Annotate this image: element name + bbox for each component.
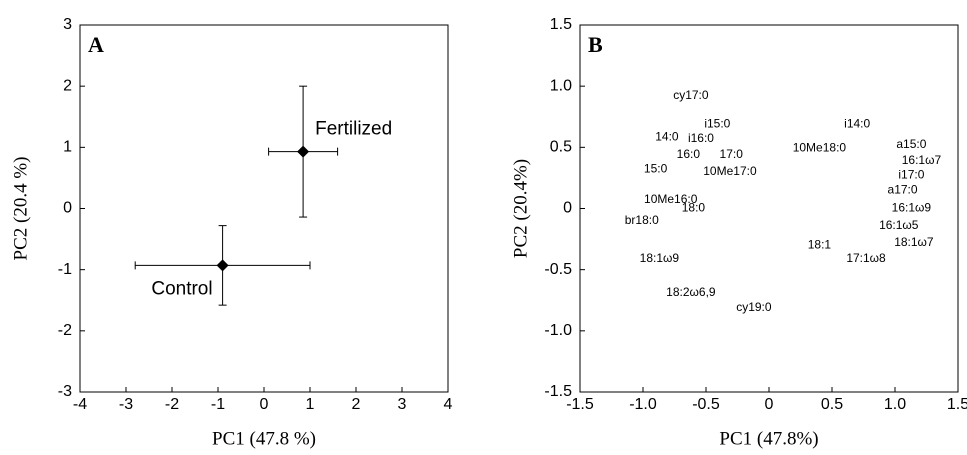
point-label: 17:1ω8: [846, 251, 886, 265]
x-tick-label: -0.5: [692, 396, 720, 413]
y-tick-label: 3: [63, 16, 72, 33]
point-label: a17:0: [888, 182, 918, 196]
point-marker: [297, 145, 310, 158]
x-tick-label: 1: [306, 396, 315, 413]
point-label: 10Me17:0: [703, 164, 757, 178]
point-marker: [216, 259, 229, 272]
y-tick-label: 1: [63, 139, 72, 156]
y-tick-label: -2: [58, 322, 72, 339]
x-tick-label: 1.0: [884, 396, 906, 413]
point-label: i15:0: [704, 116, 730, 130]
point-label: 16:1ω7: [902, 153, 942, 167]
point-label: 18:1: [808, 237, 832, 251]
point-label: 10Me18:0: [793, 141, 847, 155]
point-label: 18:1ω9: [640, 251, 680, 265]
point-label: 15:0: [644, 162, 668, 176]
point-label: i14:0: [844, 116, 870, 130]
y-tick-label: -1.5: [544, 383, 572, 400]
point-label: 16:1ω5: [879, 218, 919, 232]
x-tick-label: -4: [73, 396, 87, 413]
x-tick-label: 0.5: [821, 396, 843, 413]
y-tick-label: 1.0: [550, 77, 572, 94]
y-tick-label: -1: [58, 261, 72, 278]
point-label: br18:0: [625, 213, 659, 227]
y-tick-label: 0: [563, 200, 572, 217]
x-tick-label: -1.0: [629, 396, 657, 413]
y-tick-label: 0.5: [550, 139, 572, 156]
point-label: 16:1ω9: [892, 201, 932, 215]
point-label: cy19:0: [736, 300, 772, 314]
y-tick-label: 2: [63, 77, 72, 94]
series-label: Control: [151, 278, 212, 299]
x-tick-label: 0: [260, 396, 269, 413]
y-axis-title: PC2 (20.4 %): [10, 157, 31, 261]
y-tick-label: 1.5: [550, 16, 572, 33]
y-tick-label: -1.0: [544, 322, 572, 339]
plot-frame: [79, 24, 449, 393]
series-label: Fertilized: [315, 119, 392, 140]
x-tick-label: 1.5: [947, 396, 967, 413]
point-label: 18:2ω6,9: [666, 285, 716, 299]
x-tick-label: 0: [765, 396, 774, 413]
x-axis-title: PC1 (47.8 %): [212, 428, 316, 449]
x-tick-label: 4: [444, 396, 453, 413]
panel-label: B: [588, 32, 603, 57]
x-tick-label: -1: [211, 396, 225, 413]
point-label: 18:1ω7: [894, 235, 934, 249]
x-tick-label: -2: [165, 396, 179, 413]
panel-label: A: [88, 32, 104, 57]
y-tick-label: -0.5: [544, 261, 572, 278]
x-tick-label: 2: [352, 396, 361, 413]
point-label: 10Me16:0: [644, 192, 698, 206]
y-tick-label: -3: [58, 383, 72, 400]
x-axis-title: PC1 (47.8%): [719, 428, 818, 449]
point-label: 17:0: [720, 147, 744, 161]
point-label: 18:0: [682, 201, 706, 215]
y-tick-label: 0: [63, 200, 72, 217]
point-label: i17:0: [898, 168, 924, 182]
point-label: 14:0: [655, 130, 679, 144]
x-tick-label: 3: [398, 396, 407, 413]
x-tick-label: -3: [119, 396, 133, 413]
point-label: cy17:0: [673, 88, 709, 102]
point-label: a15:0: [896, 137, 926, 151]
x-tick-label: -1.5: [566, 396, 594, 413]
point-label: i16:0: [688, 131, 714, 145]
point-label: 16:0: [677, 147, 701, 161]
y-axis-title: PC2 (20.4%): [510, 159, 531, 258]
